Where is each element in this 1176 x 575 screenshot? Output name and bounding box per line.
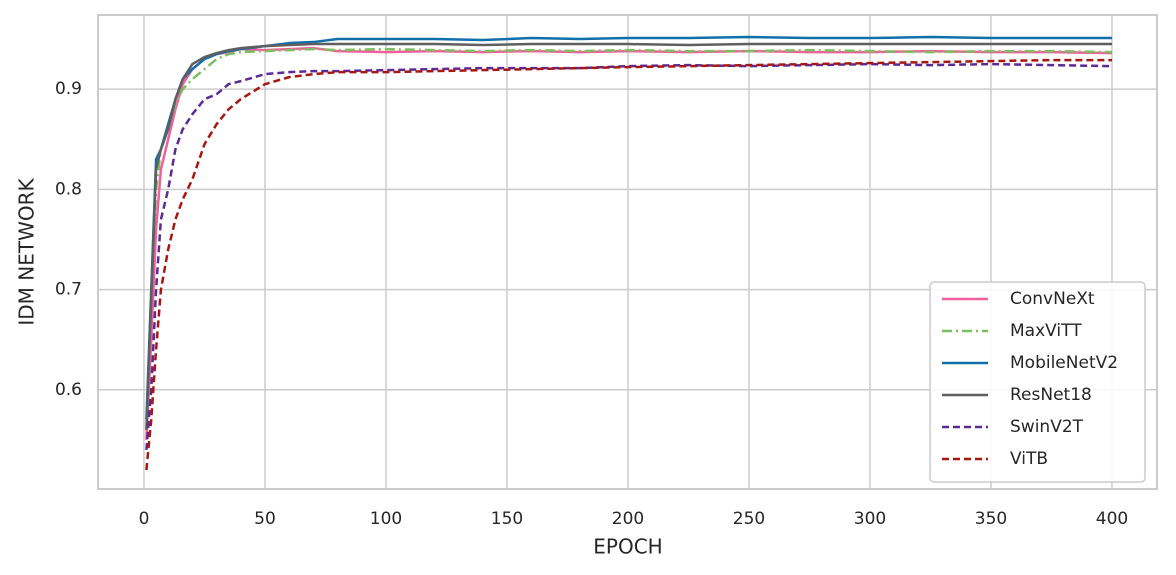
series-line xyxy=(145,42,1112,430)
x-tick-label: 0 xyxy=(139,509,150,529)
x-tick-label: 200 xyxy=(612,509,644,529)
plot-frame xyxy=(97,14,1158,490)
legend-label: ViTB xyxy=(1010,449,1048,469)
legend-label: MaxViTT xyxy=(1010,321,1082,341)
x-axis-title: EPOCH xyxy=(593,535,662,559)
x-tick-label: 250 xyxy=(733,509,765,529)
y-tick-label: 0.6 xyxy=(55,380,82,400)
legend-label: ResNet18 xyxy=(1010,385,1092,405)
legend-label: ConvNeXt xyxy=(1010,289,1095,309)
x-tick-label: 300 xyxy=(854,509,886,529)
series-line xyxy=(145,58,1112,471)
x-tick-label: 350 xyxy=(975,509,1007,529)
legend-label: MobileNetV2 xyxy=(1010,353,1118,373)
series-line xyxy=(145,62,1113,451)
legend: ConvNeXt MaxViTT MobileNetV2 ResNet18 SwinV2… xyxy=(929,281,1146,483)
y-tick-label: 0.7 xyxy=(55,280,82,300)
x-tick-label: 150 xyxy=(491,509,523,529)
x-tick-label: 50 xyxy=(254,509,276,529)
y-tick-label: 0.9 xyxy=(55,79,82,99)
x-tick-label: 400 xyxy=(1096,509,1128,529)
y-tick-label: 0.8 xyxy=(55,179,82,199)
x-tick-label: 100 xyxy=(370,509,402,529)
legend-label: SwinV2T xyxy=(1010,417,1084,437)
y-axis-title: IDM NETWORK xyxy=(15,177,39,325)
